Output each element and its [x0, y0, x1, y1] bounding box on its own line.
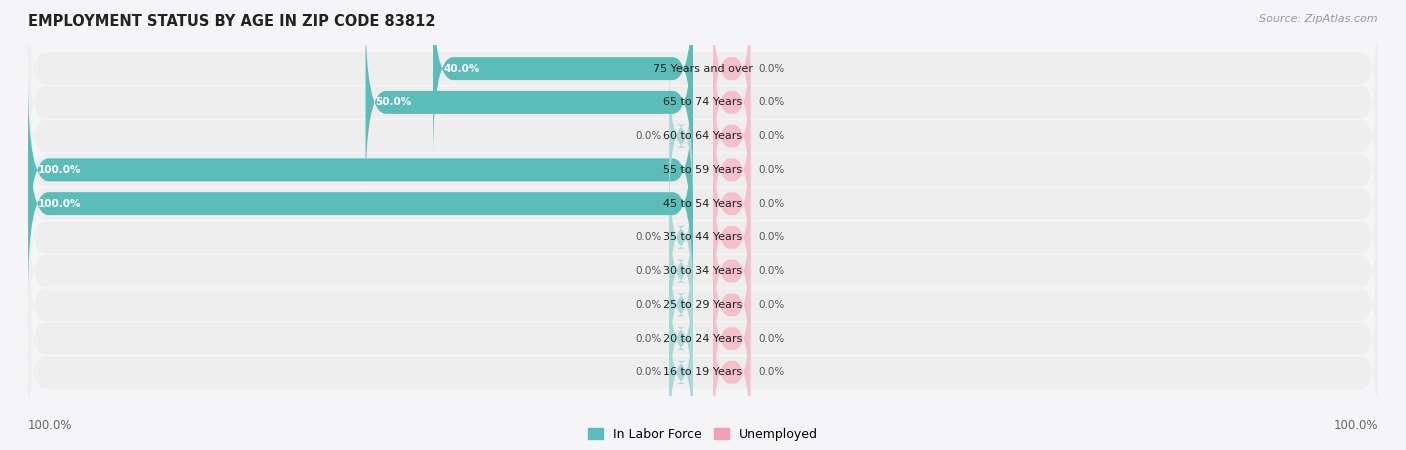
FancyBboxPatch shape — [28, 80, 693, 260]
Text: 30 to 34 Years: 30 to 34 Years — [664, 266, 742, 276]
FancyBboxPatch shape — [28, 135, 1378, 272]
FancyBboxPatch shape — [713, 300, 751, 446]
Text: 0.0%: 0.0% — [758, 131, 785, 141]
Text: 0.0%: 0.0% — [636, 232, 661, 243]
Text: 100.0%: 100.0% — [28, 419, 73, 432]
Text: 35 to 44 Years: 35 to 44 Years — [664, 232, 742, 243]
FancyBboxPatch shape — [28, 0, 1378, 137]
FancyBboxPatch shape — [28, 68, 1378, 204]
Text: 100.0%: 100.0% — [38, 165, 82, 175]
Text: 0.0%: 0.0% — [758, 367, 785, 378]
Text: 0.0%: 0.0% — [636, 333, 661, 344]
Text: 20 to 24 Years: 20 to 24 Years — [664, 333, 742, 344]
Text: Source: ZipAtlas.com: Source: ZipAtlas.com — [1260, 14, 1378, 23]
FancyBboxPatch shape — [669, 232, 693, 378]
FancyBboxPatch shape — [713, 97, 751, 243]
FancyBboxPatch shape — [28, 237, 1378, 373]
Text: 60 to 64 Years: 60 to 64 Years — [664, 131, 742, 141]
FancyBboxPatch shape — [28, 102, 1378, 238]
FancyBboxPatch shape — [713, 164, 751, 310]
FancyBboxPatch shape — [669, 63, 693, 209]
FancyBboxPatch shape — [669, 266, 693, 412]
Text: 40.0%: 40.0% — [443, 63, 479, 74]
Text: 100.0%: 100.0% — [1333, 419, 1378, 432]
Text: 0.0%: 0.0% — [758, 266, 785, 276]
FancyBboxPatch shape — [713, 0, 751, 141]
FancyBboxPatch shape — [713, 266, 751, 412]
FancyBboxPatch shape — [28, 304, 1378, 441]
FancyBboxPatch shape — [669, 300, 693, 446]
Text: 55 to 59 Years: 55 to 59 Years — [664, 165, 742, 175]
FancyBboxPatch shape — [713, 63, 751, 209]
FancyBboxPatch shape — [28, 270, 1378, 407]
FancyBboxPatch shape — [713, 198, 751, 344]
FancyBboxPatch shape — [669, 198, 693, 344]
FancyBboxPatch shape — [713, 29, 751, 175]
Text: 0.0%: 0.0% — [636, 131, 661, 141]
Legend: In Labor Force, Unemployed: In Labor Force, Unemployed — [583, 423, 823, 446]
Text: 25 to 29 Years: 25 to 29 Years — [664, 300, 742, 310]
Text: 0.0%: 0.0% — [636, 300, 661, 310]
FancyBboxPatch shape — [713, 232, 751, 378]
Text: 0.0%: 0.0% — [758, 300, 785, 310]
FancyBboxPatch shape — [366, 13, 693, 192]
Text: 75 Years and over: 75 Years and over — [652, 63, 754, 74]
FancyBboxPatch shape — [669, 164, 693, 310]
Text: 0.0%: 0.0% — [758, 97, 785, 108]
Text: 50.0%: 50.0% — [375, 97, 412, 108]
Text: 0.0%: 0.0% — [758, 165, 785, 175]
Text: 0.0%: 0.0% — [758, 333, 785, 344]
FancyBboxPatch shape — [713, 130, 751, 276]
FancyBboxPatch shape — [28, 203, 1378, 339]
FancyBboxPatch shape — [28, 114, 693, 293]
Text: 0.0%: 0.0% — [758, 232, 785, 243]
Text: 0.0%: 0.0% — [636, 367, 661, 378]
FancyBboxPatch shape — [28, 34, 1378, 171]
Text: 65 to 74 Years: 65 to 74 Years — [664, 97, 742, 108]
Text: 0.0%: 0.0% — [758, 198, 785, 209]
FancyBboxPatch shape — [433, 0, 693, 158]
FancyBboxPatch shape — [28, 169, 1378, 306]
Text: 100.0%: 100.0% — [38, 198, 82, 209]
Text: 45 to 54 Years: 45 to 54 Years — [664, 198, 742, 209]
Text: 16 to 19 Years: 16 to 19 Years — [664, 367, 742, 378]
Text: 0.0%: 0.0% — [758, 63, 785, 74]
Text: EMPLOYMENT STATUS BY AGE IN ZIP CODE 83812: EMPLOYMENT STATUS BY AGE IN ZIP CODE 838… — [28, 14, 436, 28]
Text: 0.0%: 0.0% — [636, 266, 661, 276]
